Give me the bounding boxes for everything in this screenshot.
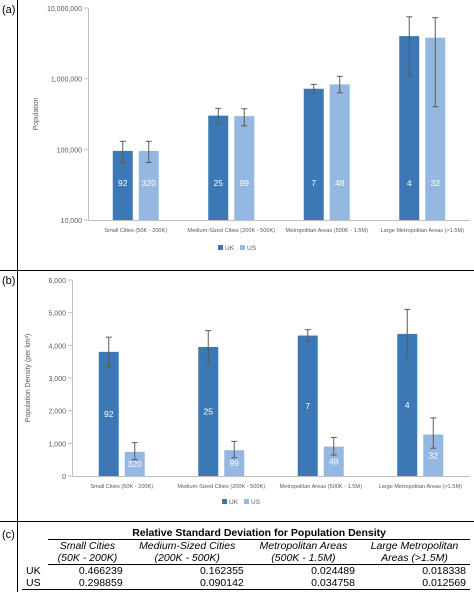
y-tick-label: 10,000,000 xyxy=(47,6,82,13)
table-col-header: Large Metropolitan Areas (>1.5M) xyxy=(358,539,470,565)
x-tick-label: Large Metropolitan Areas (>1.5M) xyxy=(379,484,463,490)
bar-count-label: 4 xyxy=(407,178,412,188)
table-cell: 0.162355 xyxy=(199,565,244,577)
x-tick-label: Metropolitan Areas (500K - 1.5M) xyxy=(286,228,369,234)
x-tick-label: Small Cities (50K - 200K) xyxy=(90,484,153,490)
bar-uk xyxy=(198,346,219,476)
y-tick-label: 5,000 xyxy=(48,311,66,318)
bar-us xyxy=(425,37,446,220)
y-axis-label: Population xyxy=(33,97,40,130)
bar-count-label: 7 xyxy=(305,401,310,411)
table-col-header: Medium-Sized Cities (200K - 500K) xyxy=(126,539,248,565)
y-axis-label: Population Density (per km²) xyxy=(25,334,32,423)
bar-uk xyxy=(399,36,420,220)
legend-swatch-uk xyxy=(222,499,227,504)
table-row: US 0.298859 0.090142 0.034758 0.012569 xyxy=(22,577,470,590)
legend-label-uk: UK xyxy=(225,245,235,252)
bar-count-label: 92 xyxy=(118,178,128,188)
bar-count-label: 48 xyxy=(329,456,339,466)
bar-uk xyxy=(397,333,418,476)
table-title: Relative Standard Deviation for Populati… xyxy=(48,526,470,540)
bar-count-label: 99 xyxy=(240,178,250,188)
bar-us xyxy=(234,116,255,220)
table-cell: 0.090142 xyxy=(126,577,248,590)
chart-b-density: 0 1,000 2,000 3,000 4,000 5,000 6,000 Populatio… xyxy=(25,278,470,506)
table-corner xyxy=(22,526,48,540)
bar-count-label: 99 xyxy=(230,458,240,468)
x-tick-label: Small Cities (50K - 200K) xyxy=(104,228,167,234)
table-cell: 0.018338 xyxy=(422,565,466,577)
bar-count-label: 4 xyxy=(405,400,410,410)
bar-count-label: 25 xyxy=(204,406,214,416)
panel-label-a: (a) xyxy=(2,4,15,16)
row-label: US xyxy=(22,577,49,590)
table-cell: 0.012569 xyxy=(358,577,470,590)
y-tick-label: 10,000 xyxy=(61,218,83,225)
legend-swatch-uk xyxy=(218,245,223,250)
rsd-table: Relative Standard Deviation for Populati… xyxy=(22,526,470,590)
table-col-header: Small Cities (50K - 200K) xyxy=(48,539,127,565)
bar-count-label: 7 xyxy=(311,178,316,188)
legend-label-us: US xyxy=(251,499,261,506)
x-tick-label: Large Metropolitan Areas (>1.5M) xyxy=(381,228,465,234)
y-tick-label: 1,000 xyxy=(48,441,66,448)
bar-us xyxy=(323,446,344,476)
bar-us xyxy=(329,84,350,220)
table-cell: 0.024489 xyxy=(311,565,355,577)
bar-count-label: 32 xyxy=(431,178,441,188)
bar-count-label: 92 xyxy=(104,409,114,419)
table-col-header: Metropolitan Areas (500K - 1.5M) xyxy=(247,539,359,565)
bar-uk xyxy=(303,88,324,220)
y-tick-label: 1,000,000 xyxy=(51,77,82,84)
x-tick-label: Medium-Sized Cities (200K - 500K) xyxy=(187,228,275,234)
y-tick-label: 3,000 xyxy=(48,376,66,383)
x-tick-label: Metropolitan Areas (500K - 1.5M) xyxy=(280,484,363,490)
bar-count-label: 25 xyxy=(214,178,224,188)
table-cell: 0.034758 xyxy=(247,577,359,590)
y-tick-label: 6,000 xyxy=(48,278,66,285)
chart-a-population: 10,000 100,000 1,000,000 10,000,000 Populati… xyxy=(33,6,470,252)
bar-us xyxy=(224,450,245,476)
table-cell: 0.466239 xyxy=(78,565,123,577)
legend-swatch-us xyxy=(244,499,249,504)
table-corner-2 xyxy=(22,540,48,565)
bar-us xyxy=(423,434,444,476)
y-tick-label: 2,000 xyxy=(48,409,66,416)
legend-label-us: US xyxy=(247,245,257,252)
bar-uk xyxy=(208,115,229,220)
bar-us xyxy=(138,150,159,220)
bar-us xyxy=(124,451,145,476)
table-cell: 0.298859 xyxy=(48,577,127,590)
bar-uk xyxy=(297,335,318,476)
panel-label-b: (b) xyxy=(2,275,15,287)
bar-count-label: 48 xyxy=(335,178,345,188)
legend-swatch-us xyxy=(240,245,245,250)
table-row: UK 0.466239 0.162355 0.024489 0.018338 xyxy=(22,565,470,578)
panel-label-c: (c) xyxy=(2,529,15,541)
bar-count-label: 320 xyxy=(128,459,142,469)
bar-uk xyxy=(112,150,133,220)
bar-uk xyxy=(98,351,119,476)
x-tick-label: Medium-Sized Cities (200K - 500K) xyxy=(177,484,265,490)
bar-count-label: 32 xyxy=(429,450,439,460)
bar-count-label: 320 xyxy=(142,178,156,188)
legend-label-uk: UK xyxy=(229,499,239,506)
row-label: UK xyxy=(26,564,41,577)
y-tick-label: 4,000 xyxy=(48,343,66,350)
y-tick-label: 100,000 xyxy=(57,147,82,154)
y-tick-label: 0 xyxy=(62,474,66,481)
